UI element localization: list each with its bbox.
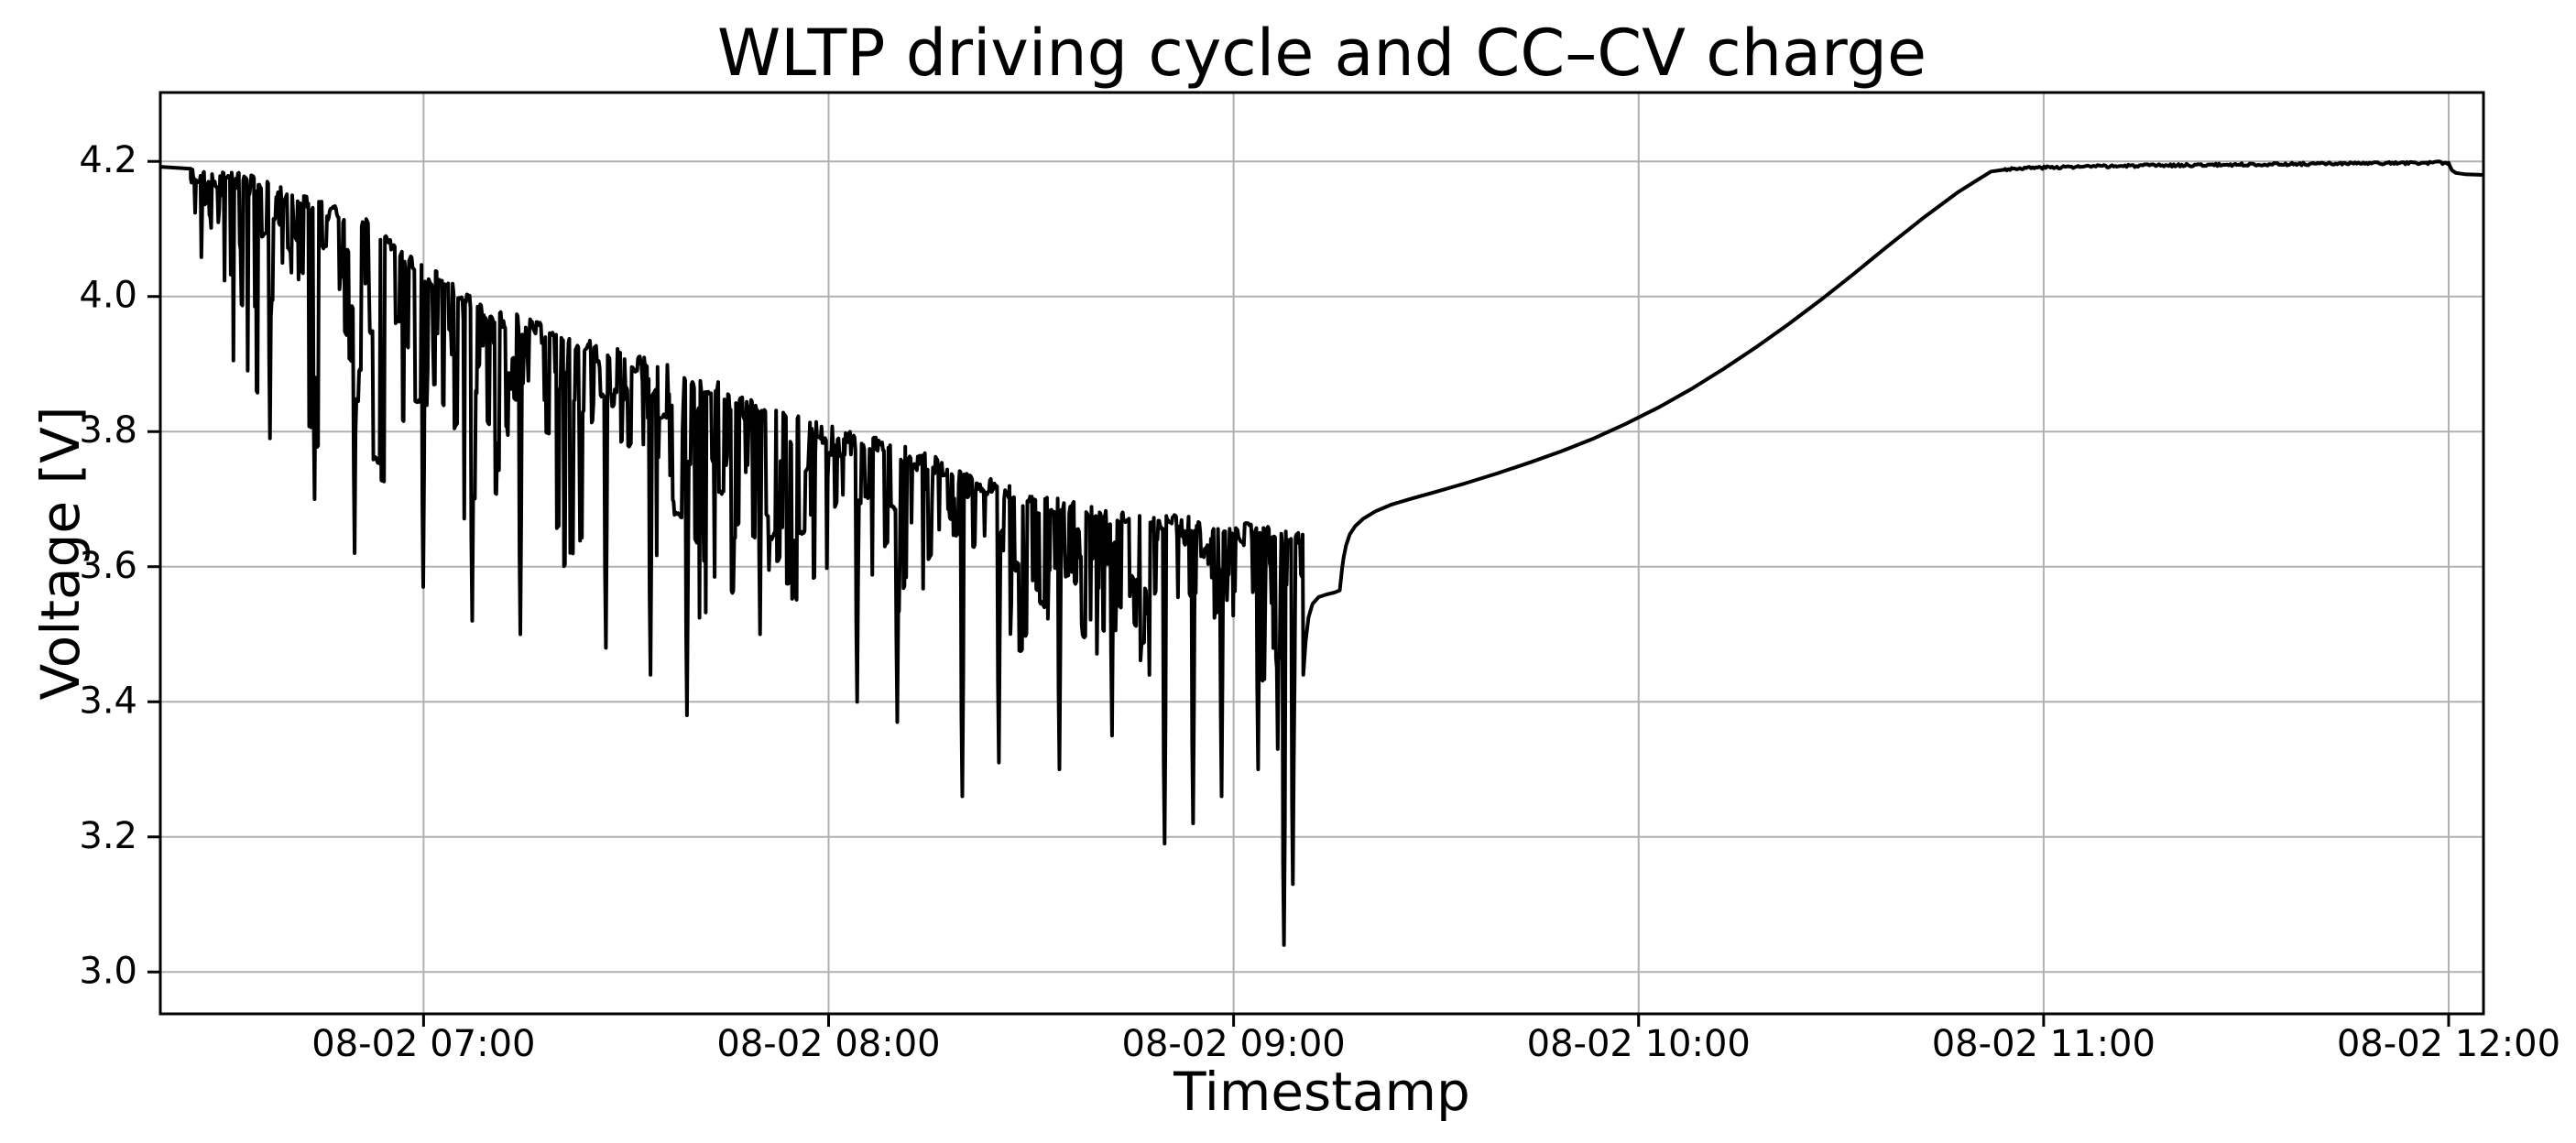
x-tick-label: 08-02 12:00 [2337,1023,2560,1065]
chart-title: WLTP driving cycle and CC–CV charge [717,16,1927,91]
y-axis-tick-labels: 3.0 3.2 3.4 3.6 3.8 4.0 4.2 [79,139,137,992]
x-tick-label: 08-02 10:00 [1527,1023,1751,1065]
voltage-series-line [160,159,2483,947]
y-tick-label: 4.0 [79,275,137,317]
x-axis-label: Timestamp [1173,1061,1470,1123]
y-tick-label: 3.8 [79,409,137,452]
axis-tick-marks [147,159,2450,1027]
plot-frame [158,91,2485,1016]
y-tick-label: 3.4 [79,680,137,722]
y-tick-label: 3.2 [79,815,137,857]
y-tick-label: 3.6 [79,545,137,587]
x-tick-label: 08-02 07:00 [311,1023,535,1065]
y-tick-label: 4.2 [79,139,137,181]
x-tick-label: 08-02 09:00 [1122,1023,1346,1065]
y-axis-label: Voltage [V] [29,407,92,701]
x-tick-label: 08-02 11:00 [1932,1023,2156,1065]
x-tick-label: 08-02 08:00 [716,1023,940,1065]
x-axis-tick-labels: 08-02 07:00 08-02 08:00 08-02 09:00 08-02 1… [311,1023,2560,1065]
y-tick-label: 3.0 [79,950,137,992]
